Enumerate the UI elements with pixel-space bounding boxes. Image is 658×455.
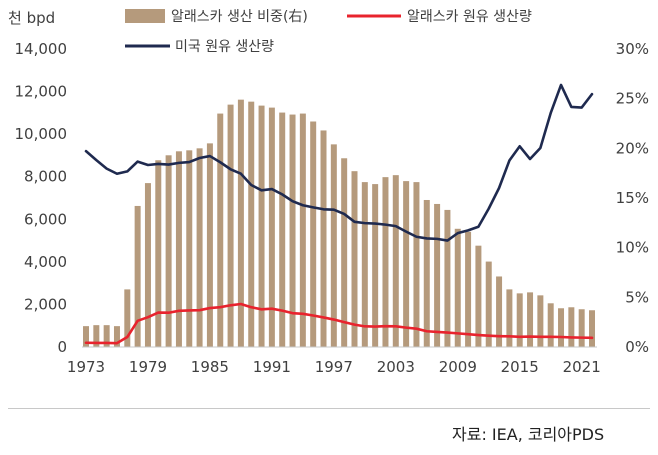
bar-share-2002: [382, 177, 389, 347]
x-axis: 1973 1979 1985 1991 1997 2003 2009 2015 2021: [67, 358, 601, 376]
bar-share-2010: [465, 231, 472, 347]
bar-share-2006: [423, 199, 430, 347]
y-axis-right: 0% 5% 10% 15% 20% 25% 30%: [616, 40, 649, 356]
bar-share-2014: [506, 289, 513, 347]
bar-share-2019: [558, 308, 565, 347]
legend-label-share: 알래스카 생산 비중(右): [171, 9, 308, 25]
source-note: 자료: IEA, 코리아PDS: [452, 425, 605, 444]
bar-share-1974: [93, 325, 100, 347]
bar-share-2003: [392, 175, 399, 347]
bar-share-1976: [113, 326, 120, 347]
y-left-tick: 8,000: [24, 168, 67, 186]
x-tick: 2009: [439, 358, 477, 376]
legend-swatch-share: [125, 9, 165, 23]
bar-share-1997: [330, 144, 337, 347]
bar-share-1975: [103, 325, 110, 347]
bar-share-1982: [175, 151, 182, 347]
bar-share-2018: [547, 303, 554, 347]
y-left-tick: 14,000: [15, 40, 68, 58]
line-alaska-production: [84, 302, 594, 345]
bar-share-2017: [537, 295, 544, 347]
bar-share-1973: [83, 326, 89, 347]
x-tick: 1991: [253, 358, 291, 376]
bar-share-1995: [310, 121, 317, 347]
bar-share-1989: [248, 101, 255, 348]
y-left-tick: 12,000: [15, 83, 68, 101]
legend-label-alaska: 알래스카 원유 생산량: [407, 9, 532, 25]
bar-share-2009: [454, 228, 461, 347]
bar-share-1993: [289, 114, 296, 347]
line-us-production: [84, 83, 594, 242]
bar-share-2013: [496, 276, 503, 347]
bar-share-1999: [351, 171, 358, 347]
bar-share-2020: [568, 307, 575, 347]
bar-share-1978: [134, 205, 141, 347]
bar-share-1992: [279, 112, 286, 347]
bar-share-2012: [485, 261, 492, 347]
x-tick: 2021: [563, 358, 601, 376]
y-unit-label: 천 bpd: [8, 9, 55, 27]
legend-label-us: 미국 원유 생산량: [175, 39, 274, 55]
bar-share-2016: [527, 292, 534, 347]
x-tick: 1997: [315, 358, 353, 376]
bar-share-1979: [144, 183, 151, 347]
y-left-tick: 6,000: [24, 210, 67, 228]
bar-share-2001: [372, 184, 379, 347]
x-tick: 1979: [129, 358, 167, 376]
y-left-tick: 0: [57, 338, 67, 356]
x-tick: 2003: [377, 358, 415, 376]
bar-share-1983: [186, 150, 193, 347]
y-right-tick: 20%: [616, 139, 649, 157]
bar-share-2021: [578, 309, 585, 347]
y-right-tick: 0%: [625, 338, 649, 356]
x-tick: 1985: [191, 358, 229, 376]
bar-share-2007: [434, 203, 441, 347]
y-right-tick: 15%: [616, 189, 649, 207]
y-right-tick: 30%: [616, 40, 649, 58]
bar-share-1988: [237, 99, 244, 347]
bar-share-1998: [341, 158, 348, 347]
bar-share-1990: [258, 105, 265, 348]
bar-share-2008: [444, 209, 451, 347]
y-left-tick: 10,000: [15, 125, 68, 143]
y-left-tick: 4,000: [24, 253, 67, 271]
bar-share-1977: [124, 289, 131, 347]
y-right-tick: 10%: [616, 239, 649, 257]
y-left-tick: 2,000: [24, 295, 67, 313]
footer-divider: [8, 408, 650, 409]
bar-share-1986: [217, 113, 224, 347]
bar-share-2005: [413, 182, 420, 347]
bar-share-1981: [165, 155, 172, 347]
bar-series: [83, 99, 595, 348]
bar-share-1987: [227, 104, 234, 347]
bar-share-1996: [320, 130, 327, 347]
bar-share-2022: [589, 310, 595, 347]
bar-share-1984: [196, 148, 203, 347]
y-right-tick: 25%: [616, 90, 649, 108]
bar-share-2004: [403, 181, 410, 347]
legend: 알래스카 생산 비중(右) 알래스카 원유 생산량 미국 원유 생산량: [125, 9, 532, 55]
bar-share-2011: [475, 245, 482, 347]
bar-share-2015: [516, 293, 523, 347]
bar-share-1991: [268, 107, 275, 347]
bar-share-1994: [299, 113, 306, 347]
line-series: [84, 83, 594, 345]
x-tick: 1973: [67, 358, 105, 376]
bar-share-2000: [361, 182, 368, 347]
bar-share-1985: [206, 143, 213, 347]
y-axis-left: 0 2,000 4,000 6,000 8,000 10,000 12,000 14,000: [15, 40, 68, 356]
x-tick: 2015: [501, 358, 539, 376]
y-right-tick: 5%: [625, 288, 649, 306]
bar-share-1980: [155, 160, 162, 347]
